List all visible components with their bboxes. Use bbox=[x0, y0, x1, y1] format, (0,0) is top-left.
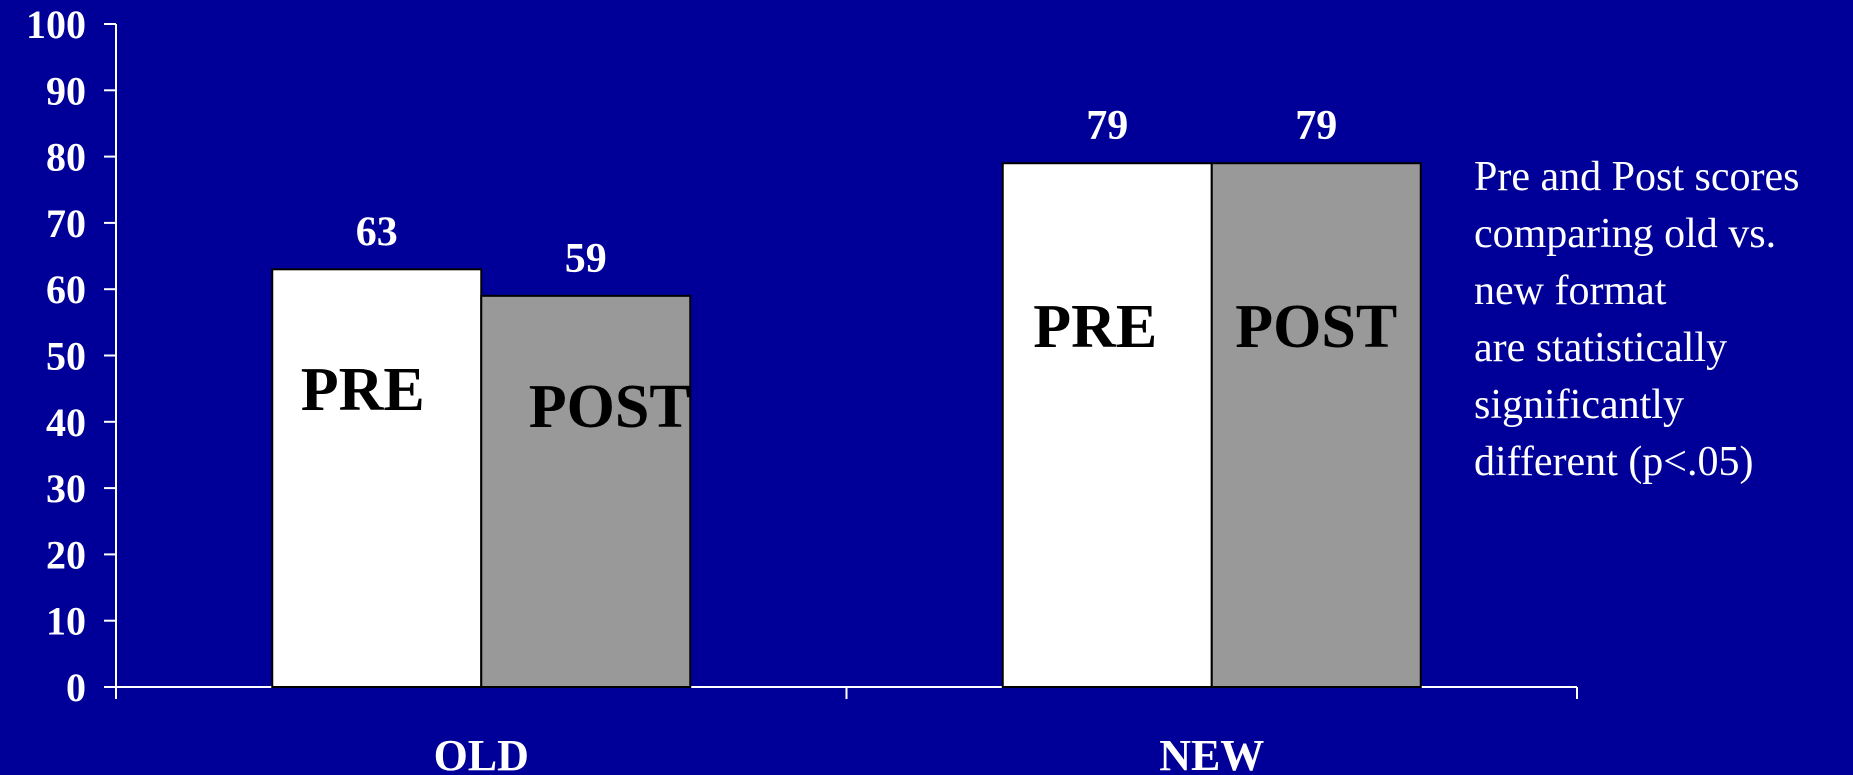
y-tick-label: 50 bbox=[46, 334, 86, 379]
y-tick-label: 100 bbox=[26, 2, 86, 47]
bar-label: PRE bbox=[301, 356, 425, 424]
value-label: 63 bbox=[356, 209, 398, 255]
value-label: 59 bbox=[565, 236, 607, 282]
labels: 63 PRE 59 POST OLD 79 PRE 79 POST NEW bbox=[301, 103, 1397, 775]
y-tick-label: 60 bbox=[46, 267, 86, 312]
annotation-line: new format bbox=[1474, 268, 1667, 314]
bar-new-post bbox=[1210, 162, 1422, 689]
bar-label: PRE bbox=[1033, 293, 1157, 361]
y-tick-label: 80 bbox=[46, 135, 86, 180]
bar-label: POST bbox=[1235, 293, 1397, 361]
y-tick-label: 0 bbox=[66, 665, 86, 710]
y-tick-label: 70 bbox=[46, 201, 86, 246]
y-tick-label: 30 bbox=[46, 466, 86, 511]
bar-old-post bbox=[480, 294, 692, 688]
annotation-line: comparing old vs. bbox=[1474, 211, 1776, 257]
value-label: 79 bbox=[1295, 103, 1337, 149]
annotation-line: are statistically bbox=[1474, 325, 1727, 371]
annotation-line: different (p<.05) bbox=[1474, 439, 1753, 485]
annotation-line: significantly bbox=[1474, 382, 1684, 428]
y-axis-ticks: 0 10 20 30 40 50 60 70 80 90 100 bbox=[26, 2, 1578, 710]
bar-old-pre bbox=[271, 268, 483, 688]
y-tick-label: 20 bbox=[46, 532, 86, 577]
annotation-line: Pre and Post scores bbox=[1474, 154, 1799, 200]
x-category-label: OLD bbox=[434, 731, 529, 775]
y-tick-label: 40 bbox=[46, 400, 86, 445]
y-tick-label: 90 bbox=[46, 68, 86, 113]
y-tick-label: 10 bbox=[46, 599, 86, 644]
annotation-note: Pre and Post scores comparing old vs. new … bbox=[1474, 154, 1799, 485]
bars bbox=[271, 162, 1422, 689]
x-category-label: NEW bbox=[1159, 731, 1264, 775]
bar-new-pre bbox=[1001, 162, 1213, 689]
bar-label: POST bbox=[529, 373, 691, 441]
value-label: 79 bbox=[1086, 103, 1128, 149]
